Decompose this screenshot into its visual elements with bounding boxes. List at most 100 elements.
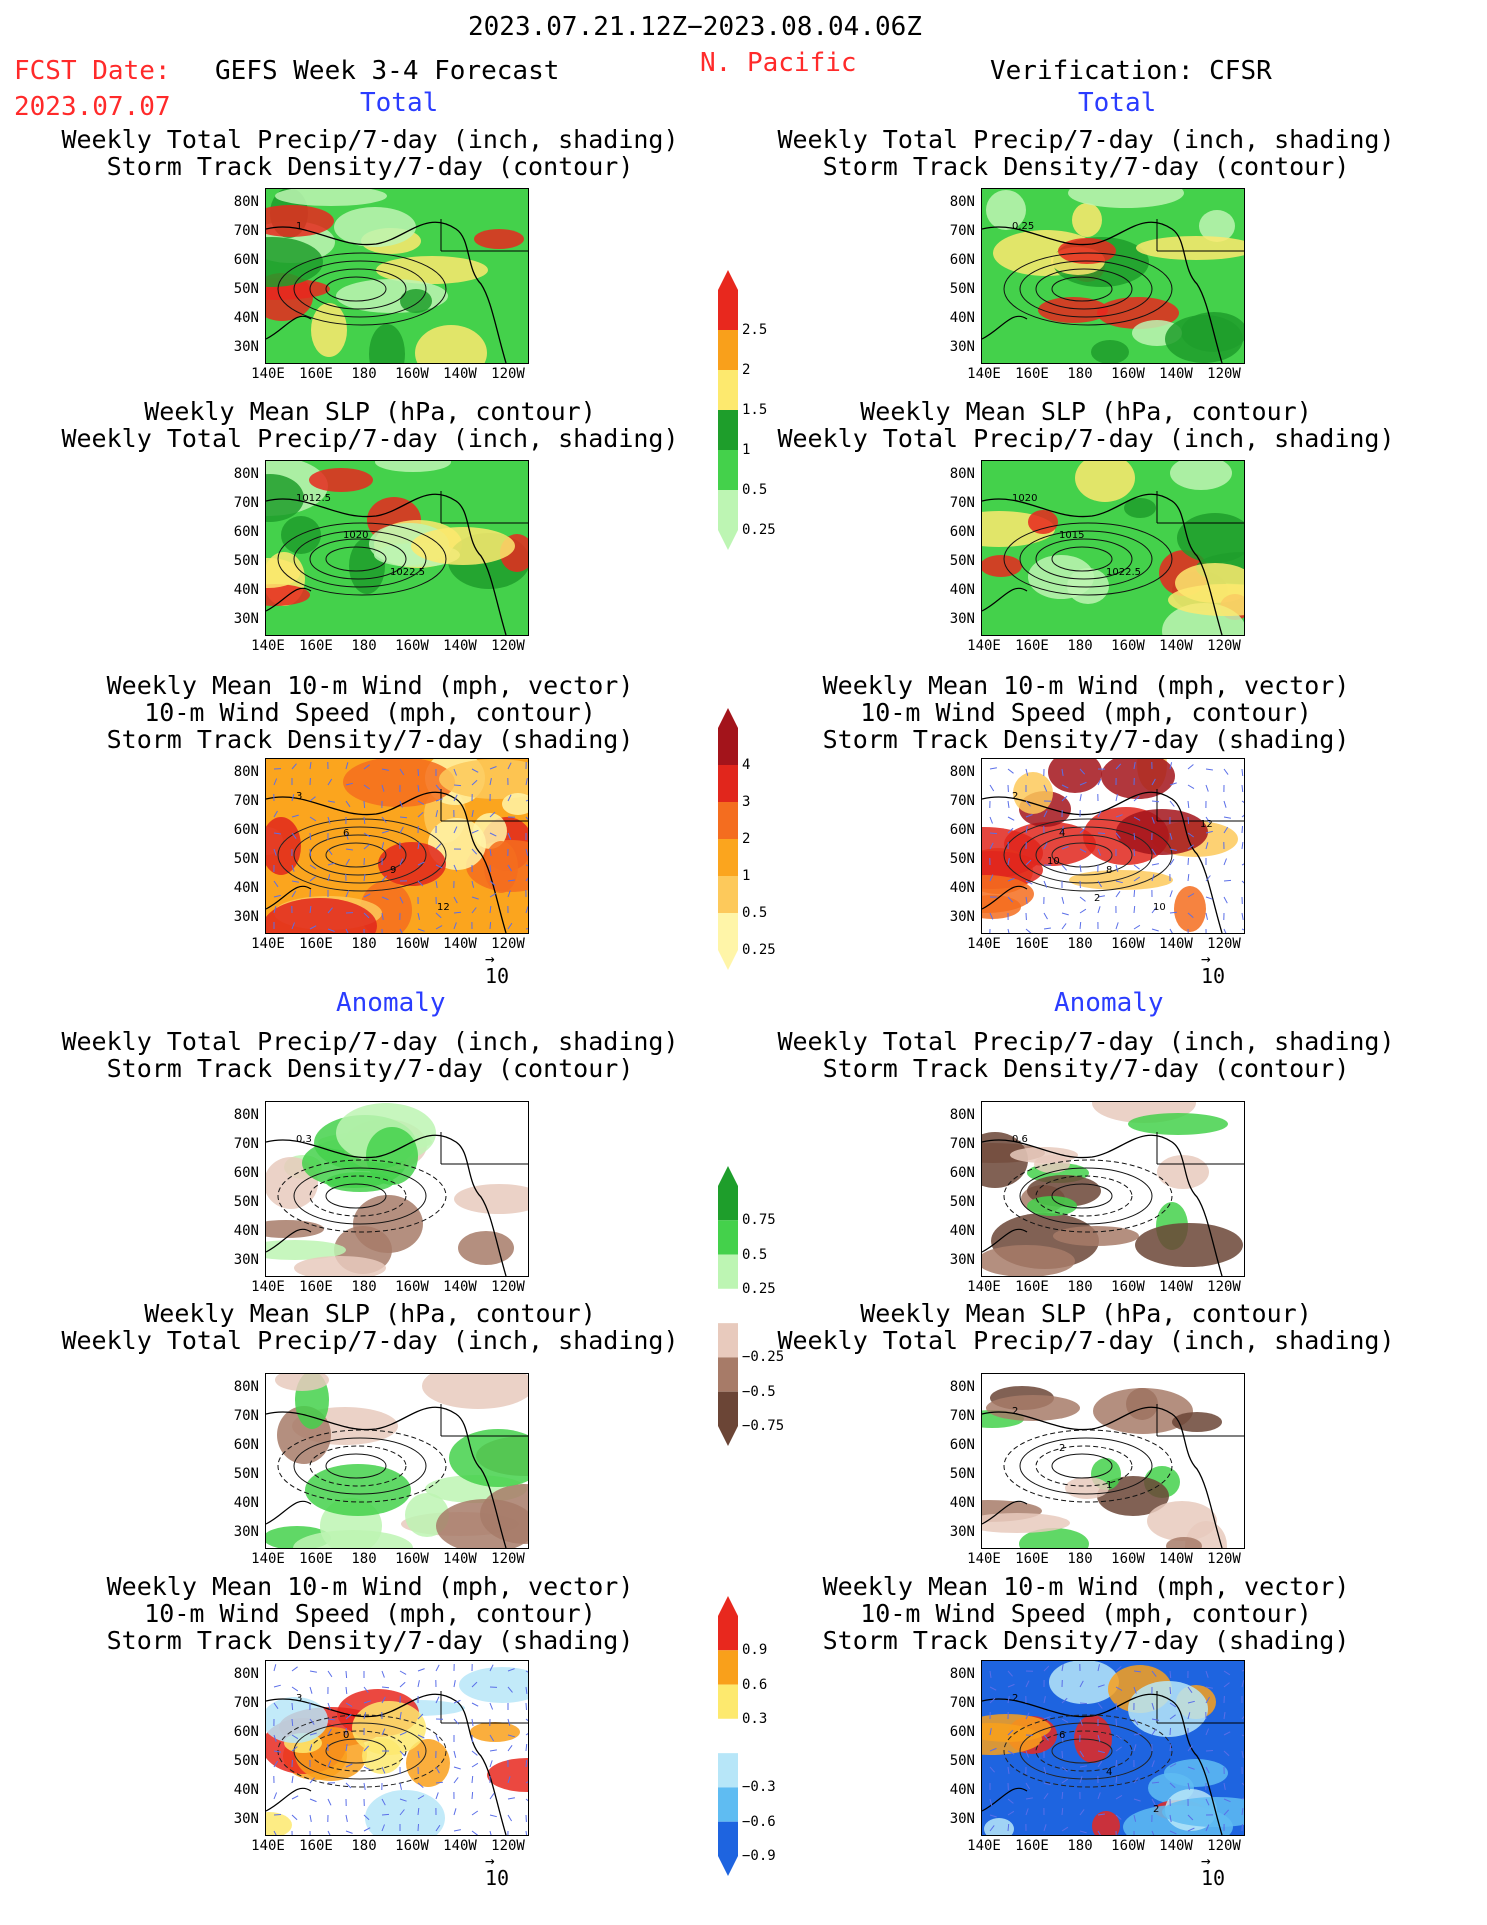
wind-vector: [1115, 880, 1123, 884]
shading-blob: [1065, 1477, 1109, 1499]
wind-vector: [291, 832, 297, 839]
wind-vector: [1241, 928, 1244, 931]
lon-tick-label: 140W: [1159, 1279, 1193, 1295]
shading-blob: [474, 229, 524, 249]
colorbar-label: 4: [742, 757, 751, 773]
wind-vector: [1097, 778, 1102, 786]
contour-label: 0: [343, 1730, 349, 1741]
contour-line: [309, 834, 407, 876]
wind-vector: [471, 880, 475, 888]
shading-blob: [1075, 461, 1135, 502]
wind-vector: [1151, 874, 1155, 882]
wind-vector: [309, 1686, 313, 1694]
wind-vector: [1133, 795, 1140, 802]
colorbar-label: −0.6: [742, 1813, 776, 1830]
wind-vector: [489, 905, 492, 914]
wind-vector: [363, 832, 371, 838]
wind-vector: [1007, 800, 1010, 808]
wind-vector: [507, 864, 512, 872]
lon-tick-label: 140W: [1159, 366, 1193, 382]
wind-vector: [489, 811, 496, 818]
section-anomaly-right: Anomaly: [1054, 988, 1164, 1018]
wind-vector: [1007, 1798, 1014, 1804]
lat-tick-label: 70N: [233, 793, 259, 809]
wind-vector: [1223, 1782, 1226, 1790]
contour-line: [325, 1183, 387, 1209]
colorbar-label: 0.75: [742, 1212, 776, 1229]
wind-vector: [1133, 905, 1136, 914]
wind-vector: [1007, 1750, 1015, 1755]
shading-blob: [1069, 870, 1173, 890]
wind-vector: [1133, 1777, 1139, 1784]
lon-tick-label: 160E: [1015, 1838, 1049, 1854]
shading-blob: [353, 1195, 423, 1253]
wind-vector: [1079, 921, 1082, 930]
contour-label: 3: [296, 791, 302, 802]
wind-vector: [1115, 763, 1122, 770]
contour-label: 9: [390, 865, 396, 876]
wind-vector: [363, 1814, 370, 1821]
wind-vector: [1151, 1781, 1160, 1784]
wind-vector: [489, 1830, 492, 1835]
wind-vector: [309, 906, 312, 914]
verification-row3-title-line: 10-m Wind Speed (mph, contour): [860, 698, 1312, 727]
lon-tick-label: 160W: [395, 1551, 429, 1567]
shading-blob: [1028, 510, 1058, 534]
wind-vector: [471, 1791, 474, 1800]
wind-vector: [327, 907, 333, 914]
contour-line: [1035, 268, 1133, 310]
wind-vector: [1061, 1697, 1068, 1704]
wind-vector: [489, 778, 492, 786]
shading-blob: [982, 1513, 1070, 1533]
wind-vector: [309, 816, 317, 822]
wind-vector: [381, 1824, 385, 1832]
wind-vector: [1097, 1792, 1101, 1800]
wind-vector: [525, 1686, 528, 1694]
contour-line: [277, 818, 447, 892]
wind-vector: [1133, 1670, 1141, 1673]
wind-vector: [525, 864, 528, 867]
wind-vector: [1007, 816, 1015, 821]
lon-tick-label: 120W: [491, 936, 525, 952]
border-line: [1156, 491, 1244, 524]
lat-tick-label: 30N: [949, 1811, 975, 1827]
wind-vector: [381, 1766, 386, 1774]
wind-vector: [1097, 1664, 1100, 1672]
lon-tick-label: 160W: [395, 366, 429, 382]
wind-vector: [1043, 880, 1048, 888]
lon-tick-label: 140E: [967, 936, 1001, 952]
wind-vector: [1187, 764, 1194, 770]
forecast-title: GEFS Week 3-4 Forecast: [215, 56, 560, 86]
shading-blob: [1165, 315, 1243, 363]
wind-vector: [345, 1714, 352, 1720]
wind-vector: [1097, 1684, 1105, 1688]
reference-vector-label: 10: [1201, 1866, 1226, 1890]
wind-vector: [1205, 1750, 1214, 1752]
wind-vector: [363, 1712, 367, 1720]
wind-vector: [525, 1798, 528, 1802]
colorbar-segment: [718, 1821, 738, 1856]
lat-tick-label: 80N: [233, 1666, 259, 1682]
verification-row6-title-line: Weekly Mean 10-m Wind (mph, vector): [822, 1572, 1350, 1601]
wind-vector: [1151, 1830, 1155, 1835]
wind-vector: [291, 880, 299, 883]
wind-vector: [489, 766, 497, 770]
wind-vector: [471, 1681, 478, 1688]
fcst-date-label: FCST Date:: [14, 56, 171, 86]
contour-line: [1035, 1730, 1133, 1772]
shading-blob: [365, 1790, 445, 1835]
lat-tick-label: 30N: [233, 909, 259, 925]
contour-label: 0.3: [296, 1134, 312, 1145]
shading-blob: [376, 256, 488, 284]
wind-vector: [345, 1702, 353, 1708]
shading-blob: [266, 474, 304, 522]
shading-blob: [1048, 759, 1102, 793]
wind-vector: [363, 893, 371, 898]
lat-tick-label: 60N: [949, 1165, 975, 1181]
colorbar-segment: [718, 1288, 738, 1324]
wind-vector: [1079, 1776, 1083, 1784]
wind-vector: [1169, 1763, 1177, 1768]
wind-vector: [1223, 826, 1229, 834]
wind-vector: [1241, 1782, 1244, 1786]
coastline: [266, 587, 312, 612]
